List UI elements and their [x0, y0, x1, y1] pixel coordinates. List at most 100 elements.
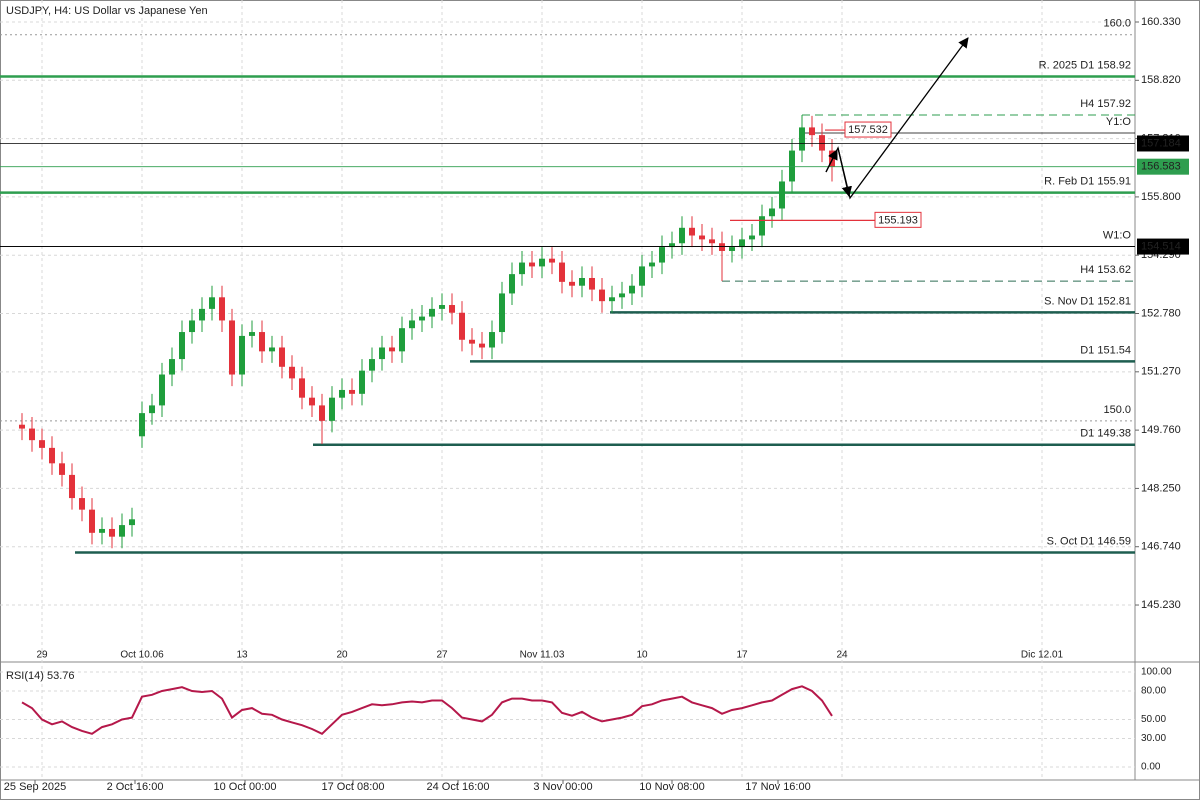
- tag-label: 157.532: [848, 124, 888, 136]
- marker-label: 154.514: [1141, 240, 1181, 252]
- candle-body: [159, 374, 165, 406]
- candle-body: [619, 293, 625, 298]
- candle-body: [709, 239, 715, 244]
- candle-body: [479, 343, 485, 348]
- candle-body: [609, 297, 615, 302]
- candle-body: [69, 474, 75, 499]
- candle-body: [689, 227, 695, 236]
- candle-body: [339, 389, 345, 398]
- candle-body: [229, 320, 235, 375]
- x-tick-label: Dic 12.01: [1021, 650, 1064, 661]
- candle-body: [499, 293, 505, 333]
- candle-body: [269, 347, 275, 352]
- candle-body: [409, 320, 415, 329]
- candle-body: [349, 389, 355, 394]
- x-tick-label: 29: [36, 650, 48, 661]
- time-label: 10 Nov 08:00: [639, 781, 704, 793]
- time-label: 3 Nov 00:00: [533, 781, 592, 793]
- y-tick-label: 158.820: [1141, 74, 1181, 86]
- candle-body: [489, 332, 495, 348]
- time-label: 17 Oct 08:00: [322, 781, 385, 793]
- tag-box: [874, 211, 922, 228]
- candle-body: [669, 243, 675, 248]
- candle-body: [739, 239, 745, 248]
- rsi-tick-label: 0.00: [1141, 762, 1161, 773]
- candle-body: [549, 258, 555, 263]
- candle-body: [249, 332, 255, 336]
- y-tick-label: 149.760: [1141, 424, 1181, 436]
- candle-body: [389, 347, 395, 352]
- candle-body: [629, 285, 635, 294]
- chart-title: USDJPY, H4: US Dollar vs Japanese Yen: [6, 5, 208, 17]
- y-tick-label: 148.250: [1141, 482, 1181, 494]
- candle-body: [379, 347, 385, 360]
- candle-body: [789, 150, 795, 182]
- candle-body: [79, 498, 85, 510]
- rsi-label: RSI(14) 53.76: [6, 670, 74, 682]
- x-tick-label: 13: [236, 650, 248, 661]
- candle-body: [799, 127, 805, 151]
- candle-body: [189, 320, 195, 333]
- level-label: 160.0: [1103, 18, 1131, 30]
- time-label: 24 Oct 16:00: [427, 781, 490, 793]
- candle-body: [749, 235, 755, 240]
- candle-body: [459, 312, 465, 340]
- level-label: S. Oct D1 146.59: [1047, 535, 1131, 547]
- marker-label: 156.583: [1141, 161, 1181, 173]
- candle-body: [179, 332, 185, 360]
- marker-box: [1137, 158, 1189, 175]
- candle-body: [139, 413, 145, 437]
- y-tick-label: 160.330: [1141, 16, 1181, 28]
- candle-body: [569, 281, 575, 286]
- candle-body: [509, 274, 515, 294]
- candle-body: [649, 262, 655, 267]
- candle-body: [209, 297, 215, 309]
- candle-body: [259, 332, 265, 352]
- candle-body: [679, 227, 685, 244]
- rsi-tick-label: 30.00: [1141, 733, 1166, 744]
- time-label: 2 Oct 16:00: [107, 781, 164, 793]
- candle-body: [149, 405, 155, 414]
- candle-body: [469, 339, 475, 344]
- candle-body: [279, 347, 285, 367]
- level-label: R. Feb D1 155.91: [1044, 176, 1131, 188]
- candle-body: [309, 397, 315, 406]
- candle-body: [289, 366, 295, 379]
- projection-arrow: [837, 147, 852, 198]
- candle-body: [779, 181, 785, 209]
- marker-box: [1137, 135, 1189, 152]
- candle-body: [129, 519, 135, 526]
- candle-body: [359, 370, 365, 394]
- time-label: 25 Sep 2025: [4, 781, 66, 793]
- level-label: 150.0: [1103, 404, 1131, 416]
- candle-body: [49, 447, 55, 464]
- marker-box: [1137, 238, 1189, 255]
- candle-body: [759, 216, 765, 236]
- candle-body: [699, 235, 705, 240]
- candle-body: [59, 463, 65, 475]
- candle-body: [719, 243, 725, 251]
- y-tick-label: 145.230: [1141, 599, 1181, 611]
- candle-body: [589, 277, 595, 290]
- tag-box: [844, 121, 892, 138]
- candle-body: [729, 247, 735, 251]
- candle-body: [639, 266, 645, 286]
- rsi-tick-label: 80.00: [1141, 686, 1166, 697]
- candle-body: [539, 258, 545, 267]
- x-tick-label: 24: [836, 650, 848, 661]
- candle-body: [559, 262, 565, 282]
- candle-body: [219, 297, 225, 321]
- y-tick-label: 154.290: [1141, 249, 1181, 261]
- candle-body: [89, 509, 95, 533]
- candle-body: [329, 397, 335, 421]
- candle-body: [199, 308, 205, 321]
- candle-body: [19, 424, 25, 429]
- candle-body: [369, 359, 375, 371]
- candle-body: [819, 135, 825, 151]
- level-label: H4 153.62: [1080, 264, 1131, 276]
- level-label: Y1:O: [1106, 116, 1132, 128]
- candle-body: [99, 528, 105, 533]
- x-tick-label: Nov 11.03: [520, 650, 565, 661]
- y-tick-label: 152.780: [1141, 307, 1181, 319]
